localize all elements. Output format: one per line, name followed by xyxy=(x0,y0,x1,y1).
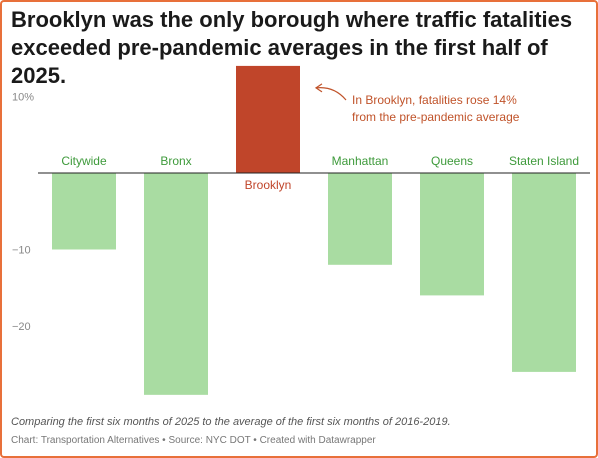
annotation: In Brooklyn, fatalities rose 14% from the… xyxy=(314,83,520,124)
category-label: Staten Island xyxy=(509,154,579,168)
category-label: Queens xyxy=(431,154,473,168)
bar-staten-island xyxy=(512,173,576,372)
y-tick-label: −20 xyxy=(12,321,31,333)
annotation-arrowhead xyxy=(314,83,323,93)
bar-bronx xyxy=(144,173,208,395)
bar-citywide xyxy=(52,173,116,250)
category-label: Bronx xyxy=(160,154,191,168)
category-label: Manhattan xyxy=(332,154,389,168)
annotation-text: In Brooklyn, fatalities rose 14% xyxy=(352,93,517,107)
chart-credit: Chart: Transportation Alternatives • Sou… xyxy=(11,435,376,446)
bar-brooklyn xyxy=(236,65,300,173)
annotation-arrow xyxy=(315,87,347,101)
annotation-text: from the pre-pandemic average xyxy=(352,110,520,124)
bars xyxy=(52,65,576,395)
category-label: Citywide xyxy=(61,154,107,168)
chart-title: Brooklyn was the only borough where traf… xyxy=(11,7,573,88)
y-axis-ticks: 10% −10 −20 xyxy=(12,92,34,334)
bar-queens xyxy=(420,173,484,296)
chart-footnote: Comparing the first six months of 2025 t… xyxy=(11,416,451,428)
category-label: Brooklyn xyxy=(245,178,292,192)
y-tick-label: 10% xyxy=(12,92,34,104)
category-labels: Citywide Bronx Brooklyn Manhattan Queens Stat… xyxy=(61,154,579,192)
y-tick-label: −10 xyxy=(12,245,31,257)
bar-manhattan xyxy=(328,173,392,265)
